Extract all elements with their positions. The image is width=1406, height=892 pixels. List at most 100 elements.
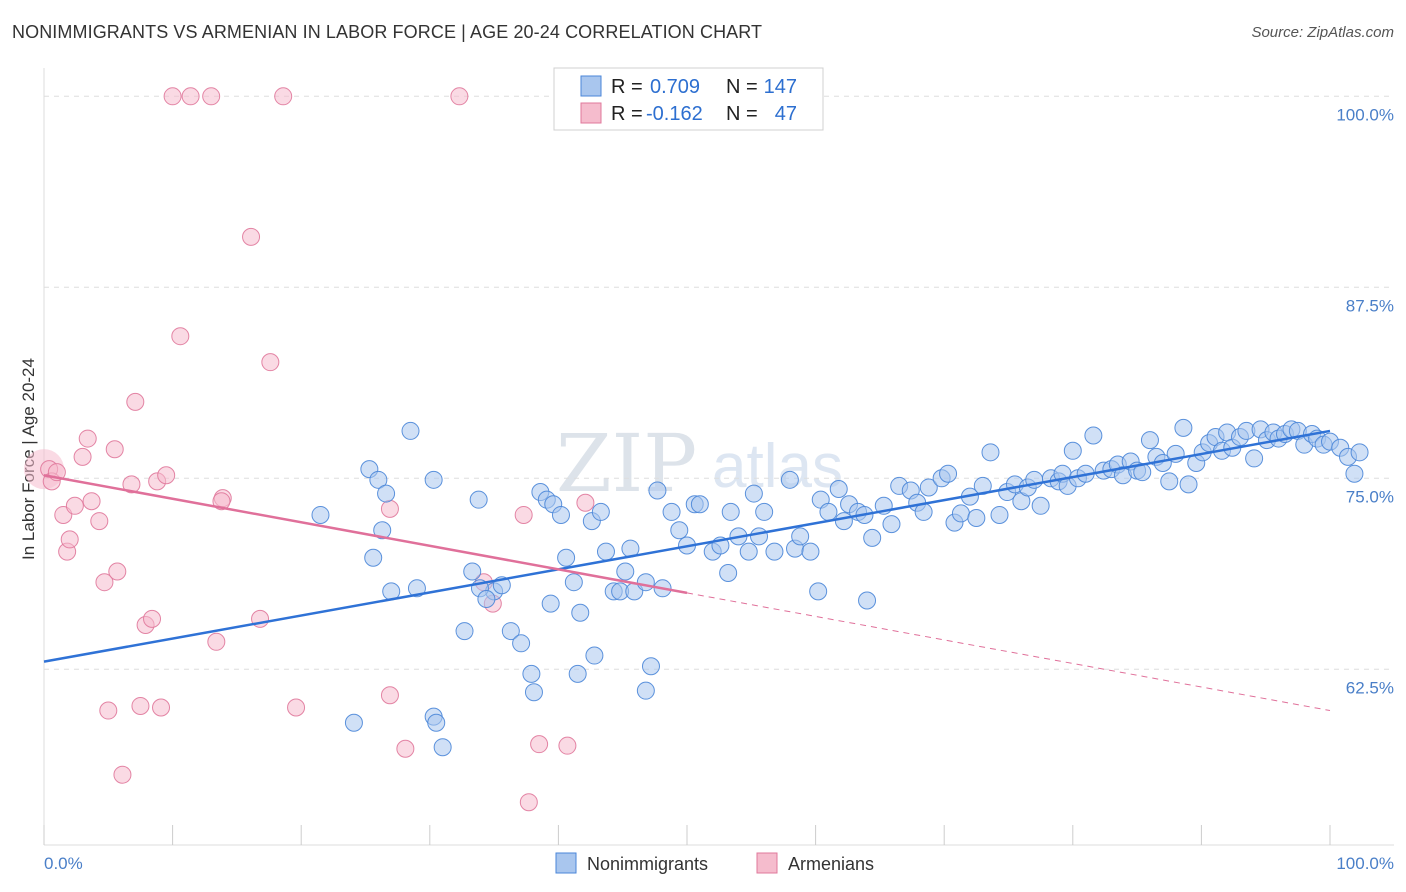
nonimmigrants-point-60 (755, 502, 774, 521)
nonimmigrants-point-119 (1179, 475, 1198, 494)
nonimmigrants-point-31 (564, 573, 583, 592)
nonimmigrants-point-20 (477, 590, 496, 609)
nonimmigrants-point-86 (951, 504, 970, 523)
stats-r-value-nonimmigrants: 0.709 (650, 76, 700, 98)
stats-n-value-armenians: 47 (775, 103, 797, 125)
nonimmigrants-point-19 (469, 490, 488, 509)
nonimmigrants-point-144 (1345, 464, 1364, 483)
nonimmigrants-point-90 (981, 443, 1000, 462)
armenians-trend-line (43, 474, 688, 595)
legend-label-nonimmigrants: Nonimmigrants (587, 854, 708, 874)
armenians-point-23 (157, 466, 176, 485)
armenians-point-17 (126, 392, 145, 411)
nonimmigrants-point-145 (1350, 443, 1369, 462)
stats-n-label-armenians: N = (726, 103, 758, 125)
nonimmigrants-point-32 (568, 664, 587, 683)
armenians-point-30 (242, 227, 261, 246)
nonimmigrants-point-43 (641, 657, 660, 676)
stats-swatch-armenians (580, 102, 602, 124)
armenians-point-13 (105, 440, 124, 459)
nonimmigrants-point-66 (809, 582, 828, 601)
nonimmigrants-point-3 (369, 470, 388, 489)
armenians-point-14 (108, 562, 127, 581)
armenians-point-45 (576, 493, 595, 512)
nonimmigrants-point-36 (591, 502, 610, 521)
nonimmigrants-point-64 (791, 527, 810, 546)
trend-lines (43, 429, 1331, 712)
nonimmigrants-point-65 (801, 542, 820, 561)
nonimmigrants-point-91 (990, 505, 1009, 524)
y-tick-label-1: 87.5% (1346, 296, 1394, 315)
nonimmigrants-point-105 (1084, 426, 1103, 445)
nonimmigrants-point-22 (512, 634, 531, 653)
armenians-point-26 (181, 87, 200, 106)
nonimmigrants-point-23 (522, 664, 541, 683)
armenians-point-36 (380, 686, 399, 705)
nonimmigrants-point-146 (636, 573, 655, 592)
x-tick-label-left: 0.0% (44, 854, 83, 873)
nonimmigrants-point-8 (407, 579, 426, 598)
nonimmigrants-point-40 (616, 562, 635, 581)
nonimmigrants-point-45 (648, 481, 667, 500)
chart-title: NONIMMIGRANTS VS ARMENIAN IN LABOR FORCE… (12, 22, 763, 42)
armenians-point-27 (202, 87, 221, 106)
armenians-point-38 (450, 87, 469, 106)
nonimmigrants-point-48 (670, 521, 689, 540)
nonimmigrants-point-69 (829, 479, 848, 498)
armenians-point-10 (90, 512, 109, 531)
armenians-point-12 (99, 701, 118, 720)
nonimmigrants-point-12 (433, 738, 452, 757)
nonimmigrants-point-13 (344, 713, 363, 732)
nonimmigrants-point-113 (1140, 431, 1159, 450)
stats-n-value-nonimmigrants: 147 (764, 76, 797, 98)
nonimmigrants-point-55 (721, 502, 740, 521)
y-tick-label-0: 100.0% (1336, 105, 1394, 124)
x-axis-ticks (43, 825, 1331, 845)
stats-box: R = 0.709 N = 147 R = -0.162 N = 47 (553, 67, 824, 131)
nonimmigrants-point-77 (882, 515, 901, 534)
nonimmigrants-point-129 (1245, 449, 1264, 468)
armenians-point-42 (519, 793, 538, 812)
nonimmigrants-point-44 (636, 681, 655, 700)
nonimmigrants-point-97 (1031, 496, 1050, 515)
armenians-point-8 (78, 429, 97, 448)
armenians-point-33 (274, 87, 293, 106)
armenians-point-32 (261, 353, 280, 372)
watermark-atlas: atlas (712, 432, 843, 501)
nonimmigrants-point-5 (377, 484, 396, 503)
nonimmigrants-point-11 (427, 713, 446, 732)
armenians-point-41 (514, 505, 533, 524)
nonimmigrants-point-4 (373, 521, 392, 540)
stats-r-label-armenians: R = (611, 103, 643, 125)
nonimmigrants-point-84 (939, 464, 958, 483)
y-tick-label-2: 75.0% (1346, 487, 1394, 506)
legend: Nonimmigrants Armenians (555, 852, 874, 874)
nonimmigrants-point-68 (819, 502, 838, 521)
nonimmigrants-trend-line (43, 429, 1331, 663)
nonimmigrants-point-62 (780, 470, 799, 489)
nonimmigrants-point-82 (919, 478, 938, 497)
armenians-point-22 (152, 698, 171, 717)
armenians-point-18 (131, 696, 150, 715)
nonimmigrants-point-75 (863, 528, 882, 547)
nonimmigrants-point-37 (596, 542, 615, 561)
nonimmigrants-points (311, 418, 1369, 757)
y-tick-label-3: 62.5% (1346, 678, 1394, 697)
nonimmigrants-point-118 (1174, 418, 1193, 437)
legend-label-armenians: Armenians (788, 854, 874, 874)
gridlines (44, 95, 1394, 670)
nonimmigrants-point-59 (750, 527, 769, 546)
armenians-point-9 (82, 492, 101, 511)
nonimmigrants-point-14 (455, 622, 474, 641)
armenians-point-16 (122, 475, 141, 494)
armenians-points (24, 87, 595, 812)
nonimmigrants-point-51 (690, 495, 709, 514)
nonimmigrants-point-30 (557, 548, 576, 567)
stats-swatch-nonimmigrants (580, 75, 602, 97)
armenians-point-7 (73, 447, 92, 466)
nonimmigrants-point-74 (858, 591, 877, 610)
armenians-point-5 (60, 530, 79, 549)
armenians-point-20 (143, 609, 162, 628)
nonimmigrants-point-61 (765, 542, 784, 561)
nonimmigrants-point-29 (551, 505, 570, 524)
